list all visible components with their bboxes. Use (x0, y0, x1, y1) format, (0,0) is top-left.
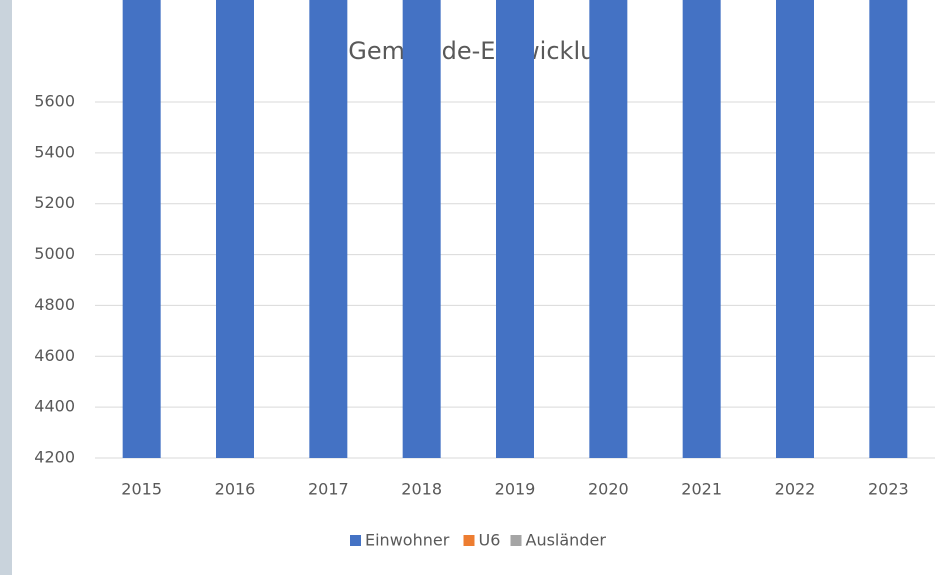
y-tick-label: 4200 (34, 448, 75, 467)
x-tick-label: 2019 (495, 480, 536, 499)
y-tick-label: 5600 (34, 92, 75, 111)
y-tick-label: 5000 (34, 244, 75, 263)
bar-segment (589, 0, 627, 458)
x-tick-label: 2015 (121, 480, 162, 499)
x-tick-label: 2020 (588, 480, 629, 499)
x-tick-label: 2017 (308, 480, 349, 499)
y-tick-label: 5400 (34, 142, 75, 161)
x-tick-label: 2018 (401, 480, 442, 499)
chart: Gemeinde-Entwicklung 4200 4400 4600 4800 500… (0, 0, 945, 575)
y-tick-label: 4400 (34, 397, 75, 416)
legend-label: Einwohner (365, 531, 450, 550)
x-tick-label: 2023 (868, 480, 909, 499)
legend-swatch (350, 535, 361, 546)
bar-segment (683, 0, 721, 458)
bar-segment (403, 0, 441, 458)
bar-segment (496, 0, 534, 458)
legend-swatch (511, 535, 522, 546)
legend-label: U6 (479, 531, 501, 550)
legend-label: Ausländer (526, 531, 607, 550)
legend-swatch (464, 535, 475, 546)
x-tick-label: 2022 (775, 480, 816, 499)
x-tick-label: 2016 (215, 480, 256, 499)
bar-segment (123, 0, 161, 458)
bar-segment (216, 0, 254, 458)
y-tick-label: 4600 (34, 346, 75, 365)
bar-segment (776, 0, 814, 458)
bar-segment (309, 0, 347, 458)
chart-title: Gemeinde-Entwicklung (348, 37, 626, 65)
y-tick-label: 4800 (34, 295, 75, 314)
x-tick-label: 2021 (681, 480, 722, 499)
bar-segment (869, 0, 907, 458)
y-tick-label: 5200 (34, 193, 75, 212)
